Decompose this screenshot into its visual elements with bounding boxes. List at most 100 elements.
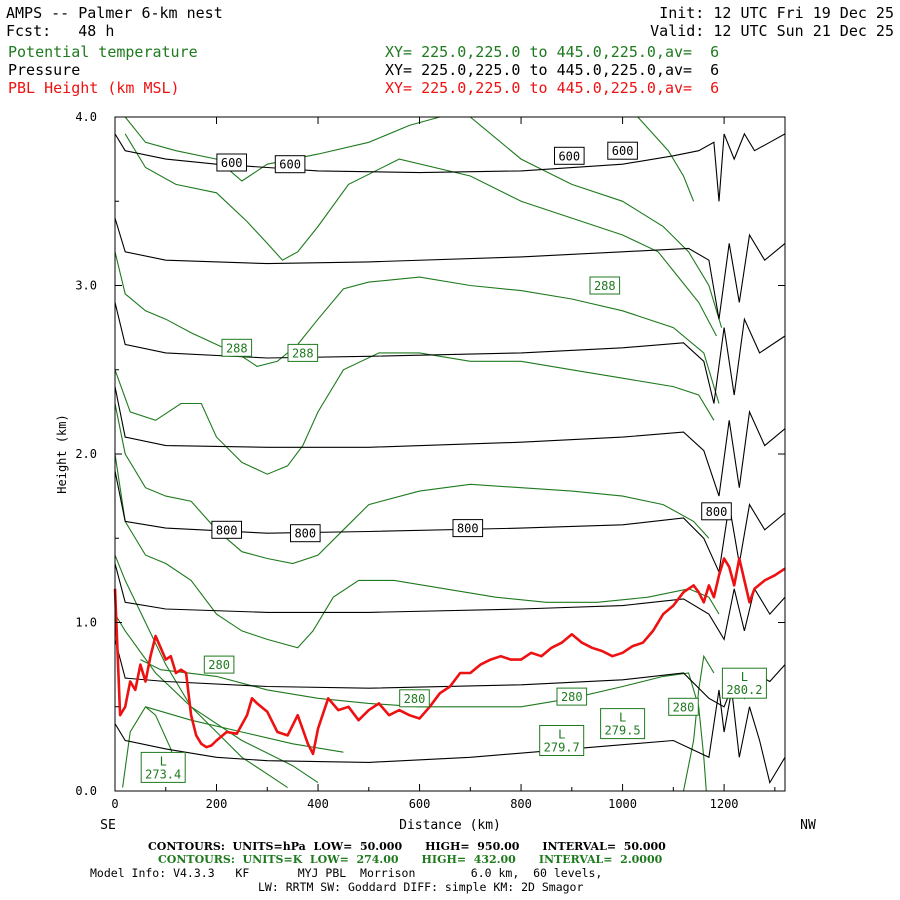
pbl-point-62	[622, 652, 624, 654]
x-tick-label-4: 800	[510, 797, 532, 811]
pbl-point-74	[718, 574, 720, 576]
model-info-line1: Model Info: V4.3.3 KF MYJ PBL Morrison 6…	[90, 866, 603, 880]
theta-label-text-1-0: 288	[292, 346, 314, 360]
pbl-point-14	[185, 672, 187, 674]
pbl-point-51	[510, 659, 512, 661]
pressure-contour-950	[114, 689, 786, 785]
pbl-point-58	[581, 642, 583, 644]
pbl-point-5	[139, 664, 141, 666]
pbl-point-8	[155, 635, 157, 637]
theta-label-0: 288	[221, 338, 253, 357]
pbl-point-80	[748, 601, 751, 603]
pbl-point-18	[205, 746, 207, 748]
pbl-point-17	[200, 743, 202, 745]
pbl-point-2	[124, 706, 126, 708]
pbl-point-83	[774, 574, 776, 576]
pbl-point-13	[180, 669, 182, 671]
pressure-label-text-7-0: 800	[706, 505, 728, 519]
pbl-point-48	[479, 664, 482, 666]
field-theta-xy: XY= 225.0,225.0 to 445.0,225.0,av= 6	[385, 43, 720, 61]
pbl-point-81	[753, 588, 756, 590]
pbl-point-55	[550, 647, 553, 649]
pbl-point-53	[530, 652, 532, 654]
theta-contour-line-13	[682, 654, 715, 792]
theta-label-text-3-0: 280	[208, 658, 230, 672]
pbl-point-52	[520, 659, 522, 661]
pbl-point-11	[170, 655, 172, 657]
y-tick-label-1: 1.0	[75, 616, 97, 630]
pressure-label-text-2-0: 600	[558, 149, 580, 163]
y-tick-label-0: 0.0	[75, 784, 97, 798]
pbl-point-20	[215, 739, 218, 742]
pressure-label-text-5-0: 800	[294, 527, 316, 541]
pressure-label-3: 600	[607, 141, 638, 160]
pressure-label-text-6-0: 800	[457, 522, 479, 536]
pbl-point-1	[119, 714, 121, 716]
contour-labels: 600 600 600 600 800 800 800 800 288 288 288 280 280 2…	[140, 141, 767, 783]
pbl-point-73	[713, 596, 715, 598]
pressure-label-2: 600	[554, 146, 585, 165]
theta-label-4: 280	[399, 689, 430, 708]
theta-contour-line-11	[140, 659, 707, 792]
valid-time: Valid: 12 UTC Sun 21 Dec 25	[650, 22, 894, 40]
pbl-point-67	[672, 605, 674, 607]
y-axis-label: Height (km)	[55, 414, 69, 493]
field-pressure-xy: XY= 225.0,225.0 to 445.0,225.0,av= 6	[385, 61, 720, 79]
theta-label-text-10-0: L	[741, 670, 748, 684]
pressure-contour-650	[114, 217, 786, 320]
pbl-point-64	[642, 642, 644, 644]
pbl-point-49	[490, 659, 492, 661]
pbl-point-6	[144, 680, 147, 683]
pressure-label-1: 600	[274, 155, 306, 174]
model-info-line2: LW: RRTM SW: Goddard DIFF: simple KM: 2D…	[258, 880, 584, 894]
theta-label-text-8-1: 279.7	[544, 741, 580, 755]
theta-contour-line-5	[114, 352, 715, 475]
pbl-point-76	[728, 566, 730, 568]
pbl-point-60	[601, 650, 603, 652]
field-theta-name: Potential temperature	[8, 43, 198, 61]
pbl-point-10	[165, 659, 167, 661]
theta-label-6: 280	[668, 697, 699, 716]
pbl-point-65	[652, 630, 654, 632]
theta-label-text-4-0: 280	[404, 692, 426, 706]
pbl-point-23	[246, 714, 248, 716]
pbl-point-19	[210, 744, 212, 747]
pbl-point-3	[129, 680, 131, 683]
theta-contour-line-10	[637, 116, 695, 202]
pbl-point-71	[703, 601, 705, 603]
axes: 0 200 400 600 800 1000 1200 0.0 1.0 2.0 3.0 4.0	[75, 110, 785, 811]
theta-label-text-7-1: 273.4	[145, 767, 181, 781]
theta-label-text-6-0: 280	[673, 700, 695, 714]
pbl-point-40	[398, 709, 400, 711]
x-tick-label-2: 400	[307, 797, 329, 811]
pbl-point-79	[743, 579, 746, 582]
pbl-height-series	[113, 557, 786, 756]
pressure-contour-850	[114, 563, 786, 641]
pbl-point-28	[287, 734, 289, 737]
forecast-hour: Fcst: 48 h	[6, 22, 115, 40]
pbl-point-26	[266, 711, 268, 713]
plot-frame	[114, 116, 786, 792]
se-end-label: SE	[100, 818, 116, 833]
pbl-point-70	[698, 591, 700, 593]
theta-label-2: 288	[589, 276, 621, 295]
theta-contour-line-4	[114, 403, 710, 565]
theta-contour-line-6	[114, 251, 720, 404]
pressure-contour-600	[114, 132, 786, 202]
pbl-point-21	[226, 731, 228, 733]
theta-label-text-8-0: L	[558, 728, 565, 742]
pbl-point-37	[368, 709, 370, 711]
pbl-point-50	[500, 655, 502, 657]
theta-label-text-7-0: L	[160, 754, 167, 768]
pressure-label-0: 600	[216, 153, 247, 172]
pbl-point-22	[236, 733, 238, 735]
pbl-point-7	[149, 655, 152, 657]
y-tick-label-2: 2.0	[75, 447, 97, 461]
pbl-point-16	[195, 734, 197, 737]
pressure-contour-info: CONTOURS: UNITS=hPa LOW= 50.000 HIGH= 95…	[148, 840, 666, 853]
theta-label-5: 280	[556, 687, 588, 706]
